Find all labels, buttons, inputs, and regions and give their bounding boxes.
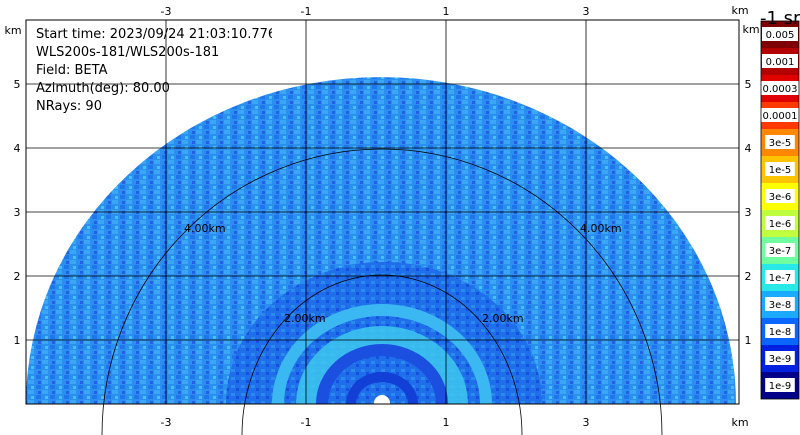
ring-labels: 4.00km 4.00km 2.00km 2.00km	[184, 222, 622, 325]
colorbar-label-box	[765, 162, 795, 176]
colorbar-label: 0.0001	[763, 111, 798, 122]
colorbar-label-box	[762, 54, 798, 68]
beta-field	[26, 77, 736, 404]
colorbar-label-box	[765, 270, 795, 284]
colorbar-label-box	[762, 27, 798, 41]
field-band-cyan	[296, 326, 468, 404]
colorbar-label: 1e-5	[769, 165, 792, 176]
colorbar: 0.005 0.001 0.0003 0.0001 3e-5 1e-5 3e-6 1e-6 3e…	[758, 20, 800, 400]
ring-label-4km-left: 4.00km	[184, 222, 226, 235]
range-ring-4km	[101, 148, 663, 435]
y-unit-left: km	[4, 24, 21, 37]
grid	[26, 20, 739, 404]
x-tick-bottom: -1	[301, 416, 312, 429]
y-tick-left: 4	[14, 142, 21, 155]
instrument-text: WLS200s-181/WLS200s-181	[36, 45, 220, 60]
x-tick-bottom: -3	[161, 416, 172, 429]
colorbar-frame	[760, 20, 800, 400]
colorbar-label: 1e-9	[769, 381, 792, 392]
colorbar-label-box	[765, 216, 795, 230]
x-axis-bottom: -3 -1 1 3 km	[161, 416, 749, 429]
azimuth-text: Azimuth(deg): 80.00	[36, 81, 170, 96]
colorbar-label-box	[765, 324, 795, 338]
colorbar-label: 0.005	[766, 30, 795, 41]
x-tick-top: 1	[443, 5, 450, 18]
x-unit-top: km	[731, 4, 748, 17]
colorbar-label-box	[765, 243, 795, 257]
x-unit-bottom: km	[731, 416, 748, 429]
colorbar-label: 3e-8	[769, 300, 792, 311]
colorbar-label: 1e-6	[769, 219, 792, 230]
field-band-dark-inner	[346, 372, 418, 404]
y-tick-left: 1	[14, 334, 21, 347]
ring-label-2km-left: 2.00km	[284, 312, 326, 325]
y-tick-right: 2	[745, 270, 752, 283]
y-axis-left: km 5 4 3 2 1	[4, 24, 21, 347]
colorbar-title: -1 sr	[760, 8, 800, 29]
nrays-text: NRays: 90	[36, 99, 102, 114]
y-tick-right: 4	[745, 142, 752, 155]
plot-frame	[25, 19, 740, 405]
colorbar-label: 0.0003	[763, 84, 798, 95]
field-band-light	[272, 304, 492, 404]
x-axis-top: -3 -1 1 3 km	[161, 4, 749, 18]
ring-label-4km-right: 4.00km	[580, 222, 622, 235]
scan-info-panel: Start time: 2023/09/24 21:03:10.776 WLS2…	[36, 26, 272, 116]
x-tick-bottom: 3	[583, 416, 590, 429]
x-tick-bottom: 1	[443, 416, 450, 429]
field-text: Field: BETA	[36, 63, 108, 78]
colorbar-label-box	[765, 135, 795, 149]
colorbar-label-box	[765, 351, 795, 365]
y-tick-left: 5	[14, 78, 21, 91]
field-band-dark	[316, 344, 448, 404]
x-tick-top: 3	[583, 5, 590, 18]
y-tick-right: 5	[745, 78, 752, 91]
ring-label-2km-right: 2.00km	[482, 312, 524, 325]
colorbar-label: 3e-7	[769, 246, 792, 257]
colorbar-label: 3e-5	[769, 138, 792, 149]
colorbar-label-box	[765, 378, 795, 392]
y-tick-right: 1	[745, 334, 752, 347]
origin-gap	[374, 395, 390, 404]
colorbar-label: 1e-7	[769, 273, 792, 284]
colorbar-label: 0.001	[766, 57, 795, 68]
y-unit-right: km	[742, 23, 759, 36]
colorbar-label: 1e-8	[769, 327, 792, 338]
range-ring-2km	[241, 274, 523, 435]
start-time-text: Start time: 2023/09/24 21:03:10.776	[36, 27, 272, 42]
x-tick-top: -1	[301, 5, 312, 18]
y-axis-right: km 5 4 3 2 1	[742, 23, 759, 347]
x-tick-top: -3	[161, 5, 172, 18]
y-tick-left: 2	[14, 270, 21, 283]
field-outer-region	[26, 77, 736, 404]
colorbar-label: 3e-6	[769, 192, 792, 203]
y-tick-left: 3	[14, 206, 21, 219]
colorbar-label-box	[758, 81, 800, 95]
y-tick-right: 3	[745, 206, 752, 219]
colorbar-label-box	[765, 297, 795, 311]
colorbar-label-box	[765, 189, 795, 203]
colorbar-cells: 0.005 0.001 0.0003 0.0001 3e-5 1e-5 3e-6 1e-6 3e…	[758, 21, 800, 399]
range-rings	[101, 148, 663, 435]
colorbar-label-box	[758, 108, 800, 122]
colorbar-label: 3e-9	[769, 354, 792, 365]
